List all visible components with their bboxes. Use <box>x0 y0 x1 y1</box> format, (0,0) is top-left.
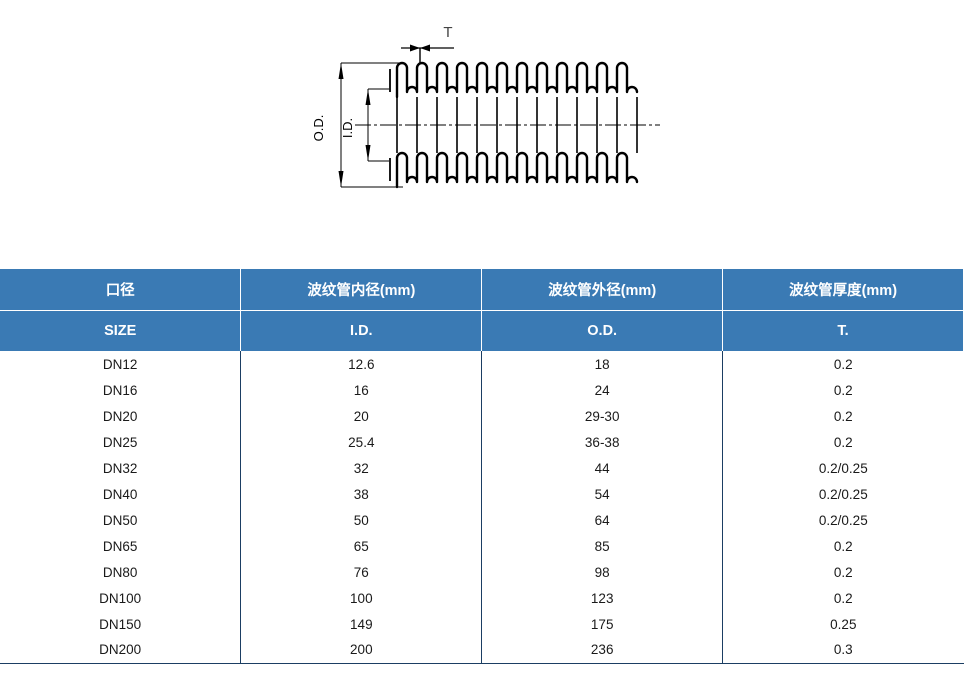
svg-text:T: T <box>443 24 452 41</box>
svg-text:I.D.: I.D. <box>340 118 355 138</box>
svg-text:O.D.: O.D. <box>311 115 326 142</box>
